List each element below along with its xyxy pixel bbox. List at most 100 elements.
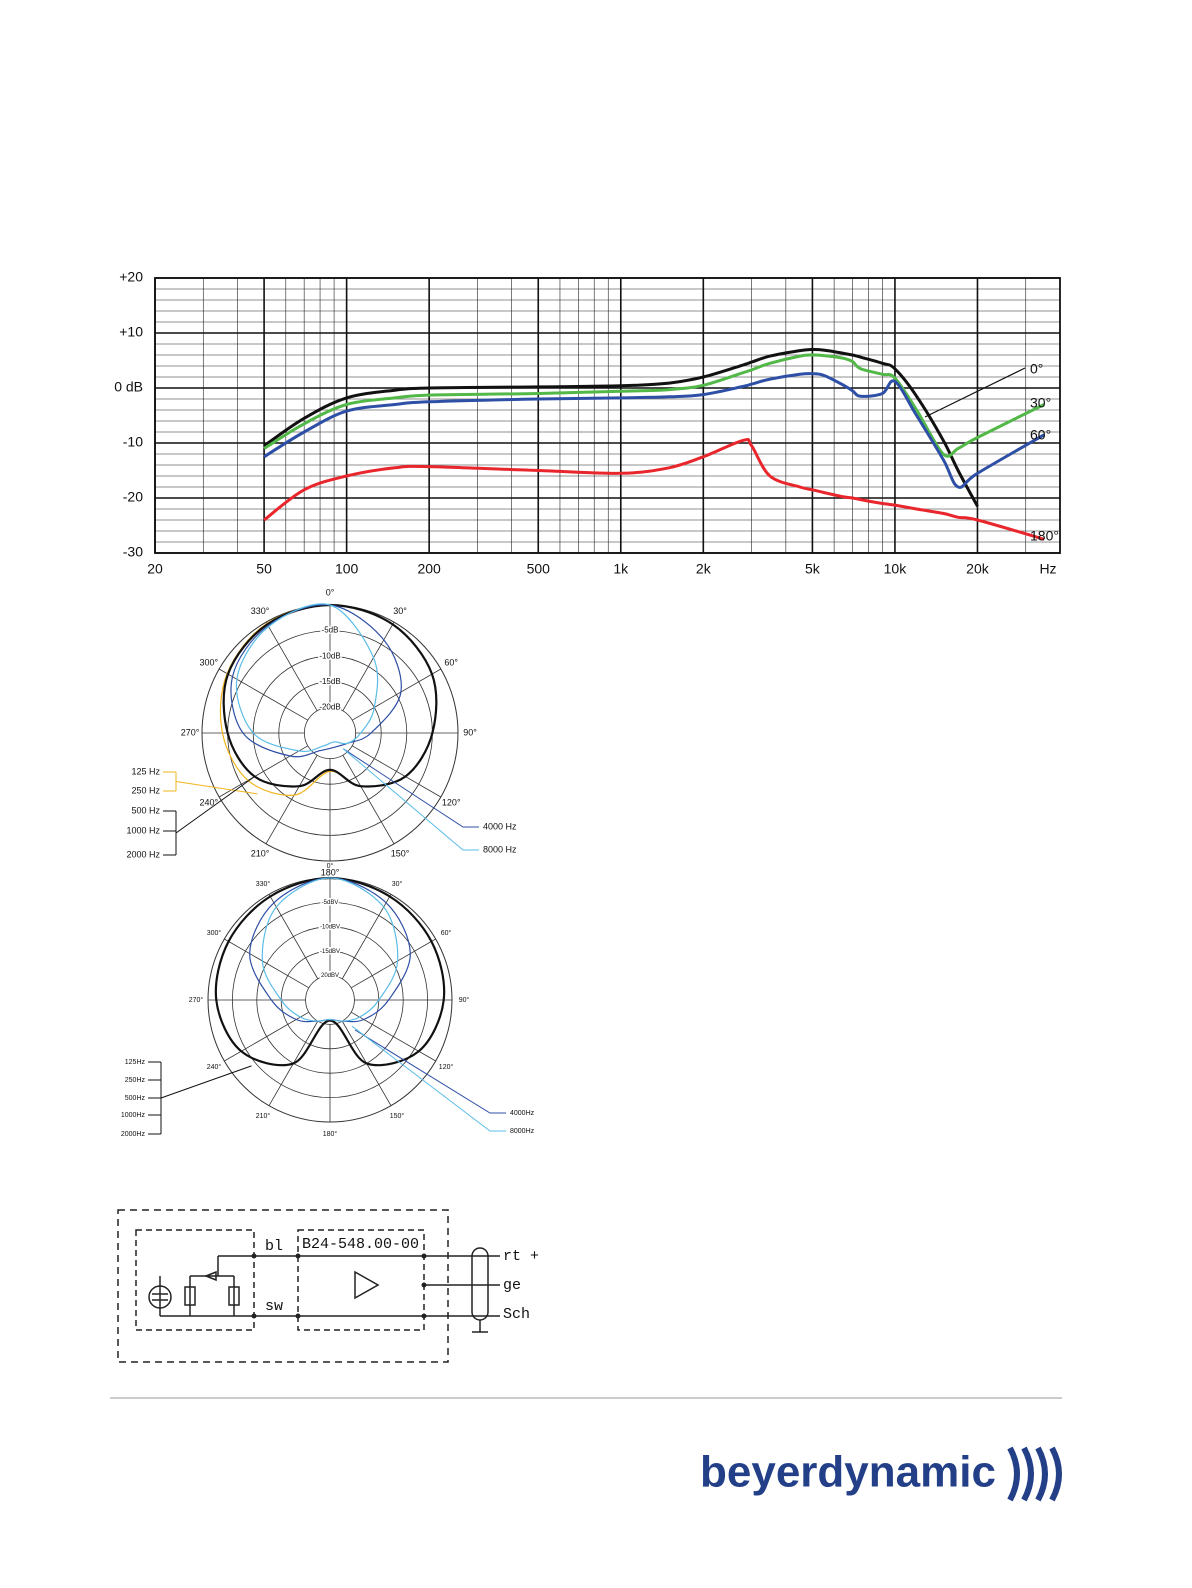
legend-leader <box>351 1025 506 1132</box>
pin-label: ge <box>503 1277 521 1294</box>
series-line <box>263 347 979 508</box>
ring <box>303 707 356 760</box>
amplifier <box>354 1270 380 1300</box>
legend-leader <box>175 772 258 795</box>
series-line <box>263 372 1045 489</box>
angle-label: 240° <box>207 1063 222 1071</box>
shield <box>471 1247 489 1321</box>
y-tick-label: -10 <box>123 434 143 450</box>
y-tick-label: -20 <box>123 489 143 505</box>
x-tick-label: 20k <box>966 561 990 577</box>
legend-label: 1000 Hz <box>126 825 160 835</box>
label-leader <box>924 367 1026 418</box>
angle-label: 60° <box>441 929 452 937</box>
angle-label: 330° <box>256 880 271 888</box>
legend-label: 500Hz <box>125 1095 146 1102</box>
capsule-box <box>135 1229 255 1331</box>
ring <box>231 902 428 1099</box>
polar-curve <box>230 604 402 758</box>
series-label: 180° <box>1030 528 1059 544</box>
angle-label: 240° <box>199 797 218 807</box>
wires <box>159 1255 500 1317</box>
outer-housing <box>117 1209 449 1363</box>
pin-label: rt + <box>503 1248 539 1265</box>
angle-label: 210° <box>256 1112 271 1120</box>
ground <box>472 1320 488 1333</box>
legend-leader <box>354 1029 506 1114</box>
x-tick-label: 2k <box>696 561 712 577</box>
schematic <box>117 1209 500 1363</box>
angle-label: 60° <box>444 657 458 667</box>
angle-label: 330° <box>251 606 270 616</box>
legend-label: 2000 Hz <box>126 849 160 859</box>
capsule <box>148 1285 172 1309</box>
polar-curve <box>222 603 438 788</box>
legend-label: 4000 Hz <box>483 821 517 831</box>
series-label: 0° <box>1030 361 1043 377</box>
series-label: 30° <box>1030 395 1051 411</box>
symbol <box>152 1270 217 1301</box>
angle-label: 0° <box>326 587 335 597</box>
angle-label: 270° <box>189 996 204 1004</box>
resistor <box>184 1286 196 1306</box>
ring <box>305 975 355 1025</box>
part-number: B24-548.00-00 <box>302 1236 419 1253</box>
ring <box>278 681 382 785</box>
y-tick-label: +10 <box>119 324 143 340</box>
angle-label: 300° <box>207 929 222 937</box>
ring-label: -15dB <box>319 677 340 686</box>
legend-label: 8000 Hz <box>483 844 517 854</box>
polar-curve <box>214 876 446 1067</box>
legend-leader <box>175 776 255 855</box>
legend-label: 500 Hz <box>131 805 160 815</box>
angle-label: 150° <box>390 1112 405 1120</box>
x-tick-label: 10k <box>884 561 908 577</box>
angle-label: 30° <box>392 880 403 888</box>
x-tick-label: 50 <box>256 561 272 577</box>
legend-label: 250 Hz <box>131 785 160 795</box>
angle-label: 180° <box>323 1130 338 1138</box>
x-tick-label: 100 <box>335 561 359 577</box>
ring-label: -20dB <box>319 703 340 712</box>
y-tick-label: -30 <box>123 544 143 560</box>
x-axis-label: Hz <box>1039 561 1056 577</box>
x-tick-label: 200 <box>417 561 441 577</box>
legend-label: 250Hz <box>125 1077 146 1084</box>
wire-label: sw <box>265 1298 283 1315</box>
angle-label: 90° <box>459 996 470 1004</box>
ring-label: -5dB <box>322 626 339 635</box>
x-tick-label: 1k <box>613 561 629 577</box>
polar-curve <box>235 603 379 752</box>
logo-mark <box>1007 1446 1062 1502</box>
y-tick-label: +20 <box>119 269 143 285</box>
polar-curve <box>261 877 399 1022</box>
series-line <box>263 438 1045 541</box>
ring <box>256 926 404 1074</box>
angle-label: 210° <box>251 849 270 859</box>
pin-label: Sch <box>503 1306 530 1323</box>
legend-label: 2000Hz <box>121 1131 146 1138</box>
ring-label: -10dBV <box>320 924 340 930</box>
legend-label: 4000Hz <box>510 1110 535 1117</box>
angle-label: 180° <box>321 867 340 877</box>
legend-leader <box>342 748 479 851</box>
angle-label: 120° <box>439 1063 454 1071</box>
legend-label: 1000Hz <box>121 1112 146 1119</box>
legend-label: 125Hz <box>125 1059 146 1066</box>
series-label: 60° <box>1030 427 1051 443</box>
x-tick-label: 20 <box>147 561 163 577</box>
angle-label: 300° <box>199 657 218 667</box>
angle-label: 30° <box>393 606 407 616</box>
wire-label: bl <box>265 1238 283 1255</box>
ring-label: -5dBV <box>322 900 339 906</box>
resistor <box>228 1286 240 1306</box>
angle-label: 150° <box>391 849 410 859</box>
logo: beyerdynamic <box>700 1448 996 1497</box>
x-tick-label: 5k <box>805 561 821 577</box>
legend-label: 125 Hz <box>131 766 160 776</box>
series-line <box>263 353 1045 458</box>
ring-label: -10dB <box>319 651 340 660</box>
plot-frame <box>154 277 1061 554</box>
